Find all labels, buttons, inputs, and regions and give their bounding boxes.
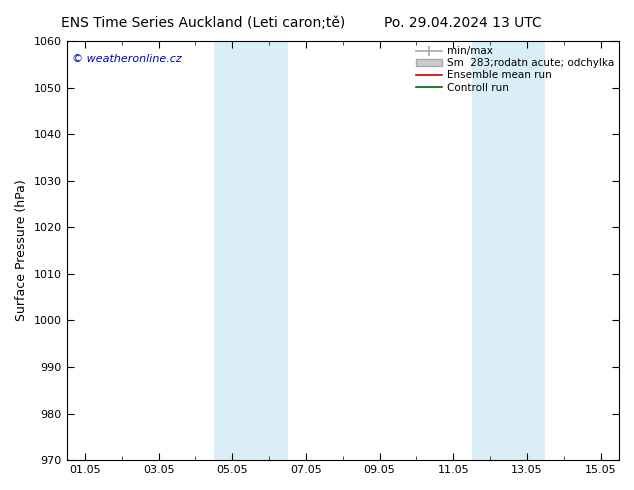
Bar <box>472 41 545 460</box>
Text: Po. 29.04.2024 13 UTC: Po. 29.04.2024 13 UTC <box>384 16 541 30</box>
Y-axis label: Surface Pressure (hPa): Surface Pressure (hPa) <box>15 180 28 321</box>
Text: © weatheronline.cz: © weatheronline.cz <box>72 53 182 64</box>
Bar <box>214 41 288 460</box>
Legend: min/max, Sm  283;rodatn acute; odchylka, Ensemble mean run, Controll run: min/max, Sm 283;rodatn acute; odchylka, … <box>414 44 616 95</box>
Text: ENS Time Series Auckland (Leti caron;tě): ENS Time Series Auckland (Leti caron;tě) <box>61 16 345 30</box>
